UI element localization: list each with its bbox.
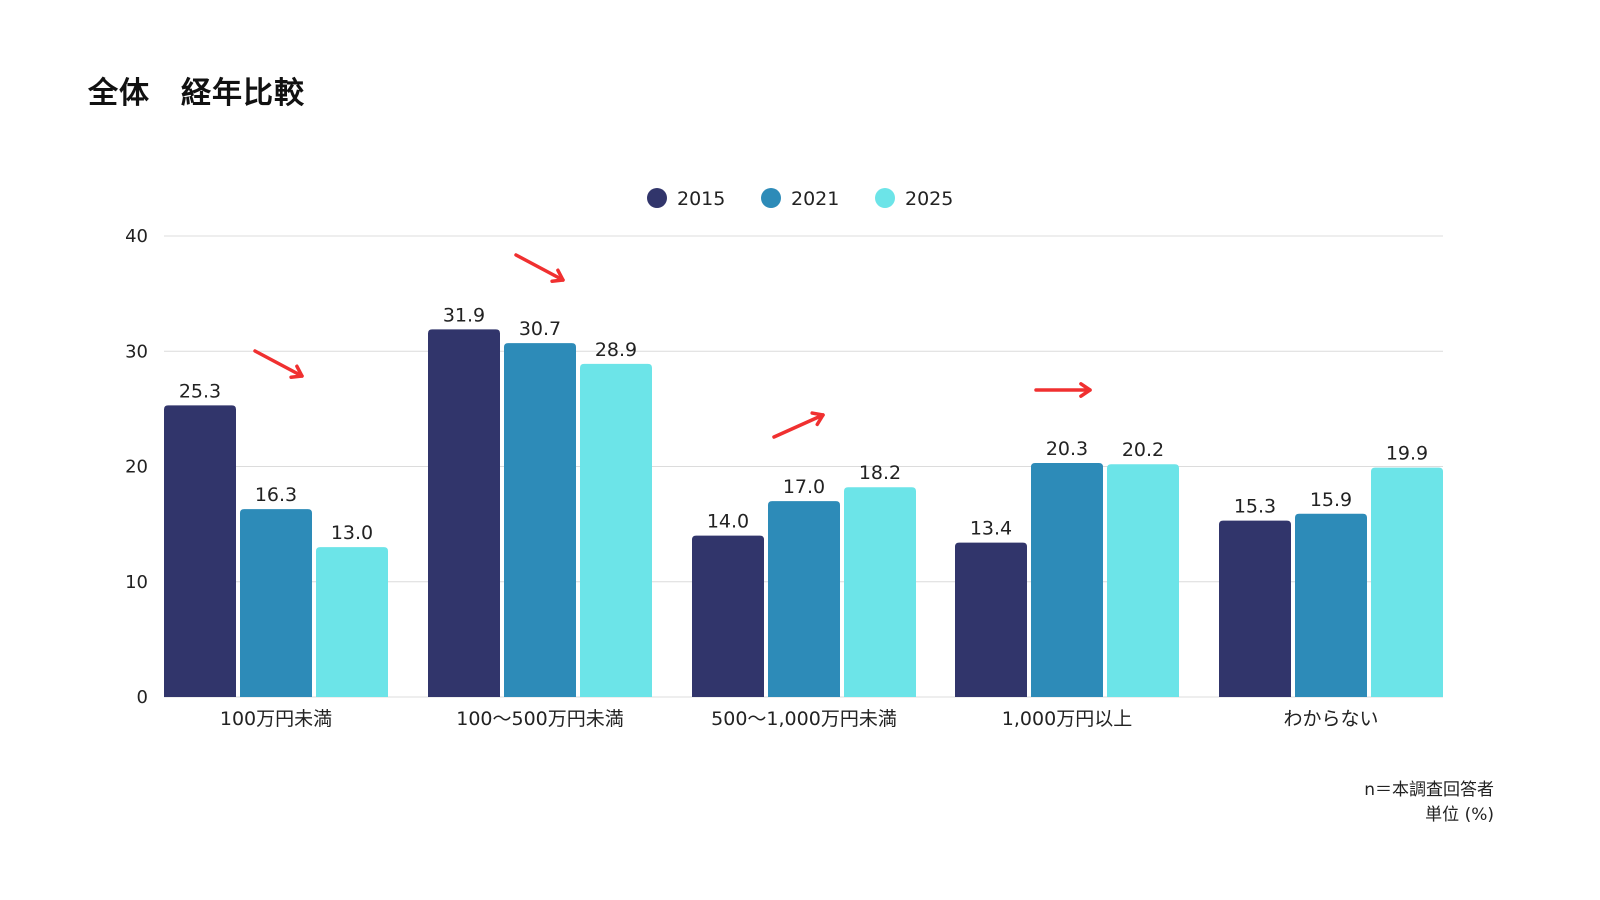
arrow-shaft: [514, 253, 565, 282]
y-tick-label: 10: [125, 572, 148, 593]
legend: 2015 2021 2025: [647, 188, 953, 210]
legend-label: 2025: [905, 188, 953, 210]
value-label: 17.0: [783, 476, 825, 498]
arrow-shaft: [772, 413, 825, 439]
footnote-unit: 単位 (%): [1425, 805, 1494, 825]
legend-swatch-2015: [647, 188, 667, 208]
bar-2025-0: [316, 547, 388, 697]
legend-label: 2015: [677, 188, 725, 210]
value-label: 13.4: [970, 518, 1012, 540]
value-label: 14.0: [707, 511, 749, 533]
footnote-sample: n＝本調査回答者: [1364, 780, 1494, 800]
category-label: 1,000万円以上: [1002, 708, 1132, 730]
bar-2021-2: [768, 501, 840, 697]
legend-swatch-2021: [761, 188, 781, 208]
bar-2021-0: [240, 509, 312, 697]
footnote: n＝本調査回答者 単位 (%): [1364, 778, 1494, 828]
y-axis-ticks: 0 10 20 30 40: [125, 226, 148, 708]
value-label: 20.3: [1046, 438, 1088, 460]
category-label: わからない: [1283, 708, 1378, 730]
bar-2021-4: [1295, 513, 1367, 697]
value-label: 15.3: [1234, 496, 1276, 518]
trend-arrow-down-icon: [253, 349, 304, 379]
value-label: 30.7: [519, 318, 561, 340]
legend-label: 2021: [791, 188, 839, 210]
trend-arrow-down-icon: [514, 253, 565, 283]
y-tick-label: 40: [125, 226, 148, 247]
value-label: 25.3: [179, 380, 221, 402]
legend-item-2025: 2025: [875, 188, 953, 210]
y-tick-label: 30: [125, 341, 148, 362]
value-label: 16.3: [255, 484, 297, 506]
bar-2015-4: [1219, 520, 1291, 697]
bars: [164, 329, 1443, 697]
bar-2025-4: [1371, 467, 1443, 697]
trend-arrow-flat-icon: [1034, 382, 1092, 398]
value-label: 19.9: [1386, 443, 1428, 465]
category-label: 500～1,000万円未満: [711, 708, 897, 730]
legend-item-2015: 2015: [647, 188, 725, 210]
y-tick-label: 0: [137, 687, 148, 708]
bar-2025-2: [844, 487, 916, 697]
chart-title: 全体 経年比較: [88, 76, 305, 111]
value-labels: 25.3 16.3 13.0 31.9 30.7 28.9 14.0 17.0 18.2 13.4…: [179, 304, 1428, 544]
value-label: 13.0: [331, 522, 373, 544]
value-label: 15.9: [1310, 489, 1352, 511]
category-label: 100～500万円未満: [456, 708, 624, 730]
bar-2021-1: [504, 343, 576, 697]
arrow-head: [810, 411, 825, 427]
bar-2015-0: [164, 405, 236, 697]
bar-2025-3: [1107, 464, 1179, 697]
arrow-head: [550, 268, 565, 283]
arrow-shaft: [253, 349, 304, 378]
bar-2015-2: [692, 535, 764, 697]
value-label: 28.9: [595, 339, 637, 361]
legend-swatch-2025: [875, 188, 895, 208]
arrow-head: [289, 364, 304, 379]
value-label: 20.2: [1122, 439, 1164, 461]
bar-2021-3: [1031, 463, 1103, 697]
value-label: 31.9: [443, 304, 485, 326]
legend-item-2021: 2021: [761, 188, 839, 210]
bar-2015-3: [955, 542, 1027, 697]
y-tick-label: 20: [125, 457, 148, 478]
arrow-head: [1079, 382, 1092, 398]
bar-2015-1: [428, 329, 500, 697]
x-axis-categories: 100万円未満 100～500万円未満 500～1,000万円未満 1,000万円以上…: [220, 708, 1379, 730]
trend-arrows: [253, 253, 1092, 439]
trend-arrow-up-icon: [772, 411, 825, 439]
bar-2025-1: [580, 363, 652, 697]
value-label: 18.2: [859, 462, 901, 484]
category-label: 100万円未満: [220, 708, 332, 730]
